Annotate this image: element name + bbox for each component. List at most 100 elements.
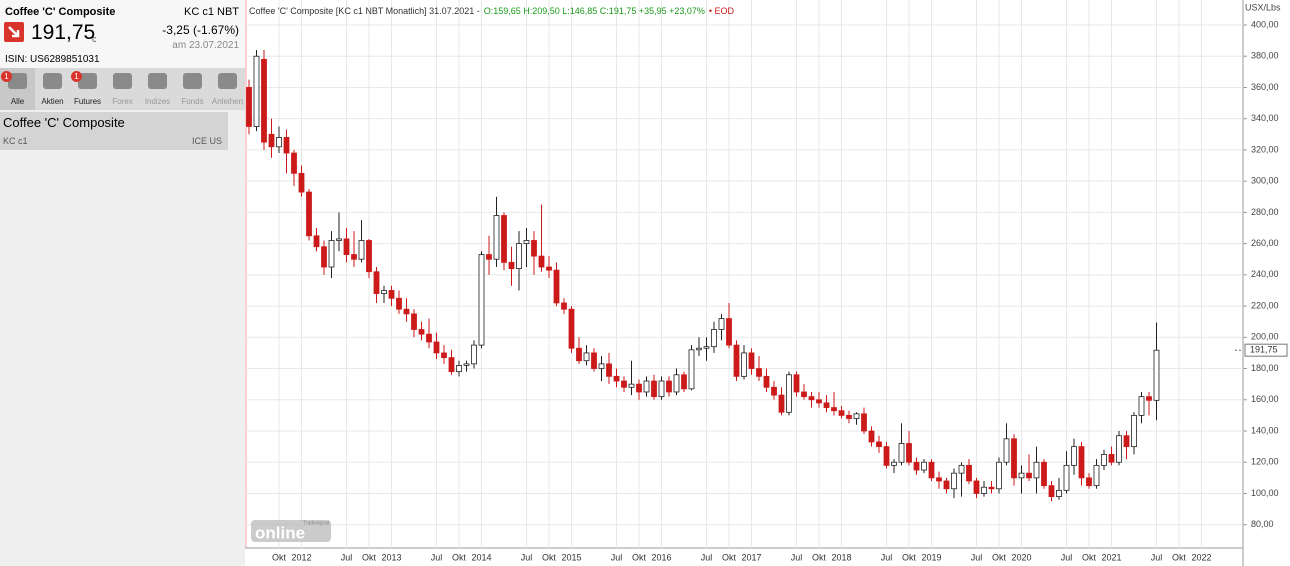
- candle-body: [471, 344, 477, 365]
- candle-body: [606, 363, 612, 377]
- candle-body: [756, 368, 762, 377]
- candle-body: [1071, 446, 1077, 466]
- x-tick-label: Okt: [722, 552, 737, 562]
- candle-body: [1018, 472, 1025, 479]
- x-tick-label: 2021: [1101, 552, 1121, 562]
- candle-body: [381, 290, 387, 294]
- candle-body: [696, 347, 702, 351]
- candle-body: [1063, 464, 1070, 491]
- x-tick-label: 2012: [291, 552, 311, 562]
- candle-body: [928, 461, 935, 479]
- tab[interactable]: Aktien: [35, 68, 70, 110]
- candle-body: [771, 386, 777, 396]
- x-tick-label: Jul: [1061, 552, 1073, 562]
- tab[interactable]: Fonds: [175, 68, 210, 110]
- candle-body: [988, 486, 995, 490]
- tab[interactable]: Futures 1: [70, 68, 105, 110]
- x-tick-label: Jul: [341, 552, 353, 562]
- tab-label: Futures: [73, 97, 102, 106]
- candle-body: [463, 363, 470, 366]
- x-tick-label: Jul: [611, 552, 623, 562]
- tab-icon: [218, 73, 237, 89]
- tab[interactable]: Anleihen: [210, 68, 245, 110]
- y-tick-label: 100,00: [1251, 488, 1279, 498]
- candle-body: [808, 396, 815, 401]
- candle-body: [726, 318, 732, 346]
- tab-badge: 1: [71, 71, 82, 82]
- candle-body: [403, 308, 410, 315]
- x-tick-label: 2015: [561, 552, 581, 562]
- candle-body: [568, 308, 575, 349]
- candle-body: [591, 352, 597, 369]
- candle-body: [673, 374, 680, 393]
- tab-label: Aktien: [41, 97, 64, 106]
- candle-body: [508, 261, 515, 269]
- candle-body: [936, 477, 942, 482]
- candle-body: [853, 413, 860, 419]
- x-tick-label: Okt: [632, 552, 647, 562]
- x-tick-label: 2013: [381, 552, 401, 562]
- y-tick-label: 320,00: [1251, 144, 1279, 154]
- candle-body: [958, 464, 965, 474]
- candle-body: [966, 464, 972, 482]
- y-tick-label: 220,00: [1251, 300, 1279, 310]
- candle-body: [411, 313, 417, 330]
- x-tick-label: Okt: [1172, 552, 1187, 562]
- tab[interactable]: Forex: [105, 68, 140, 110]
- candle-body: [1131, 414, 1137, 448]
- x-tick-label: 2020: [1011, 552, 1031, 562]
- quote-box: [0, 0, 245, 68]
- candle-body: [861, 413, 867, 432]
- down-icon: [4, 22, 24, 42]
- candle-body: [711, 329, 717, 348]
- tab[interactable]: Alle 1: [0, 68, 35, 110]
- candle-body: [846, 414, 852, 419]
- tab-label: Alle: [10, 97, 25, 106]
- y-tick-label: 180,00: [1251, 363, 1279, 373]
- candle-body: [343, 238, 350, 255]
- tab[interactable]: Indizes: [140, 68, 175, 110]
- candle-body: [561, 302, 567, 310]
- y-tick-label: 300,00: [1251, 176, 1279, 186]
- candle-body: [448, 357, 455, 373]
- tab-label: Fonds: [181, 97, 204, 106]
- candle-body: [358, 240, 365, 260]
- instrument-panel: Coffee 'C' Composite KC c1 NBT 191,75 c …: [0, 0, 245, 566]
- chart-title: Coffee 'C' Composite [KC c1 NBT Monatlic…: [249, 6, 480, 16]
- candle-body: [823, 402, 830, 408]
- ohlc-text: O:159,65 H:209,50 L:146,85 C:191,75 +35,…: [484, 6, 705, 16]
- tab-icon: [8, 73, 27, 89]
- candle-body: [351, 254, 357, 260]
- y-tick-label: 360,00: [1251, 82, 1279, 92]
- x-tick-label: 2019: [921, 552, 941, 562]
- candle-body: [1048, 485, 1055, 497]
- candle-body: [1138, 396, 1145, 416]
- candle-body: [613, 375, 620, 382]
- list-item[interactable]: Coffee 'C' Composite KC c1 ICE US: [0, 112, 228, 150]
- candle-body: [321, 246, 327, 268]
- y-tick-label: 200,00: [1251, 332, 1279, 342]
- y-tick-label: 260,00: [1251, 238, 1279, 248]
- candle-body: [868, 430, 875, 443]
- x-tick-label: Okt: [272, 552, 287, 562]
- x-tick-label: Okt: [362, 552, 377, 562]
- candle-body: [1123, 435, 1130, 448]
- candle-body: [816, 399, 822, 404]
- isin: ISIN: US6289851031: [5, 54, 100, 65]
- candle-body: [891, 461, 897, 466]
- item-name: Coffee 'C' Composite: [3, 115, 125, 130]
- candle-body: [748, 352, 755, 369]
- candle-body: [658, 380, 665, 398]
- price: 191,75: [31, 21, 96, 44]
- candle-body: [1026, 472, 1032, 479]
- logo-box: [251, 520, 331, 542]
- x-tick-label: Jul: [431, 552, 443, 562]
- candle-body: [1153, 349, 1160, 401]
- candle-body: [306, 191, 312, 237]
- candle-body: [1101, 454, 1107, 466]
- tab-label: Anleihen: [211, 97, 244, 106]
- tab-label: Indizes: [144, 97, 171, 106]
- candle-body: [1108, 454, 1115, 463]
- candle-body: [906, 443, 912, 463]
